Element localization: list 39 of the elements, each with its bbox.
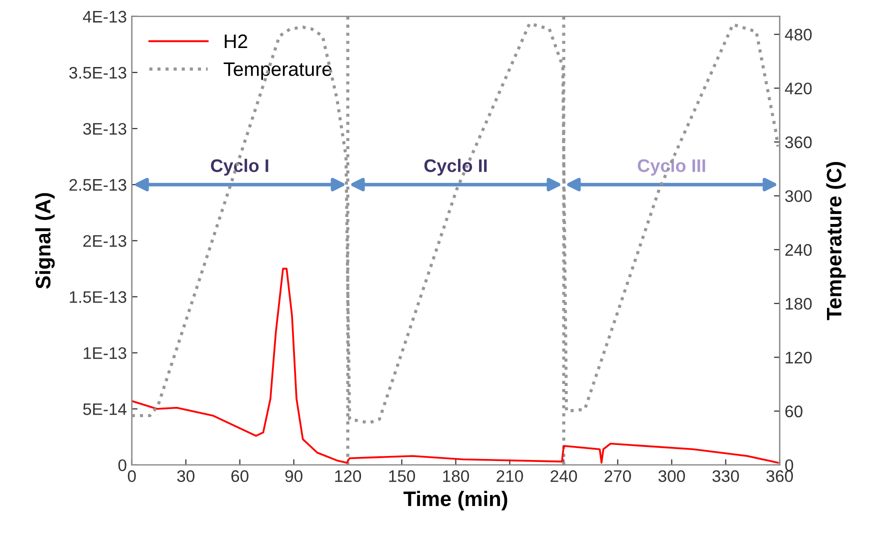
y2-tick-label: 360 [785, 136, 812, 148]
y2-tick-label: 420 [784, 82, 812, 94]
x-tick-label: 270 [604, 470, 631, 482]
y-tick-label: 0 [118, 459, 126, 472]
y-tick-label: 2E-13 [83, 235, 126, 247]
annotation: Cyclo I [210, 158, 268, 176]
legend-label: Temperature [224, 62, 332, 80]
x-tick-label: 90 [285, 470, 302, 482]
y2-tick-label: 240 [785, 244, 812, 256]
x-tick-label: 30 [177, 470, 194, 482]
y2-axis-title: Temperature (C) [826, 162, 846, 320]
x-tick-label: 330 [712, 470, 739, 482]
y-tick-label: 5E-14 [83, 403, 127, 416]
y-tick-label: 1.5E-13 [70, 291, 126, 303]
y2-tick-label: 180 [786, 298, 812, 310]
y-tick-label: 3E-13 [83, 122, 126, 135]
x-tick-label: 300 [658, 470, 685, 482]
annotation: Cyclo II [424, 158, 487, 176]
y2-tick-label: 480 [784, 28, 812, 41]
y2-tick-label: 120 [786, 352, 812, 364]
annotation: Cyclo III [638, 158, 706, 176]
y2-tick-label: 60 [785, 406, 802, 418]
x-axis-title: Time (min) [404, 490, 508, 510]
x-tick-label: 180 [443, 470, 470, 482]
x-tick-label: 210 [496, 470, 523, 482]
y-tick-label: 2.5E-13 [69, 179, 126, 191]
x-tick-label: 60 [231, 470, 248, 482]
x-tick-label: 360 [766, 470, 793, 482]
y2-tick-label: 300 [785, 190, 812, 202]
x-tick-label: 120 [335, 470, 362, 482]
y-tick-label: 4E-13 [82, 10, 126, 23]
x-tick-label: 150 [389, 470, 416, 482]
y-tick-label: 1E-13 [84, 347, 126, 360]
y-tick-label: 3.5E-13 [69, 66, 126, 79]
y-axis-title: Signal (A) [35, 193, 55, 289]
x-tick-label: 0 [128, 470, 136, 482]
x-tick-label: 240 [550, 470, 577, 482]
y2-tick-label: 0 [785, 459, 794, 472]
legend-label: H2 [224, 34, 248, 48]
